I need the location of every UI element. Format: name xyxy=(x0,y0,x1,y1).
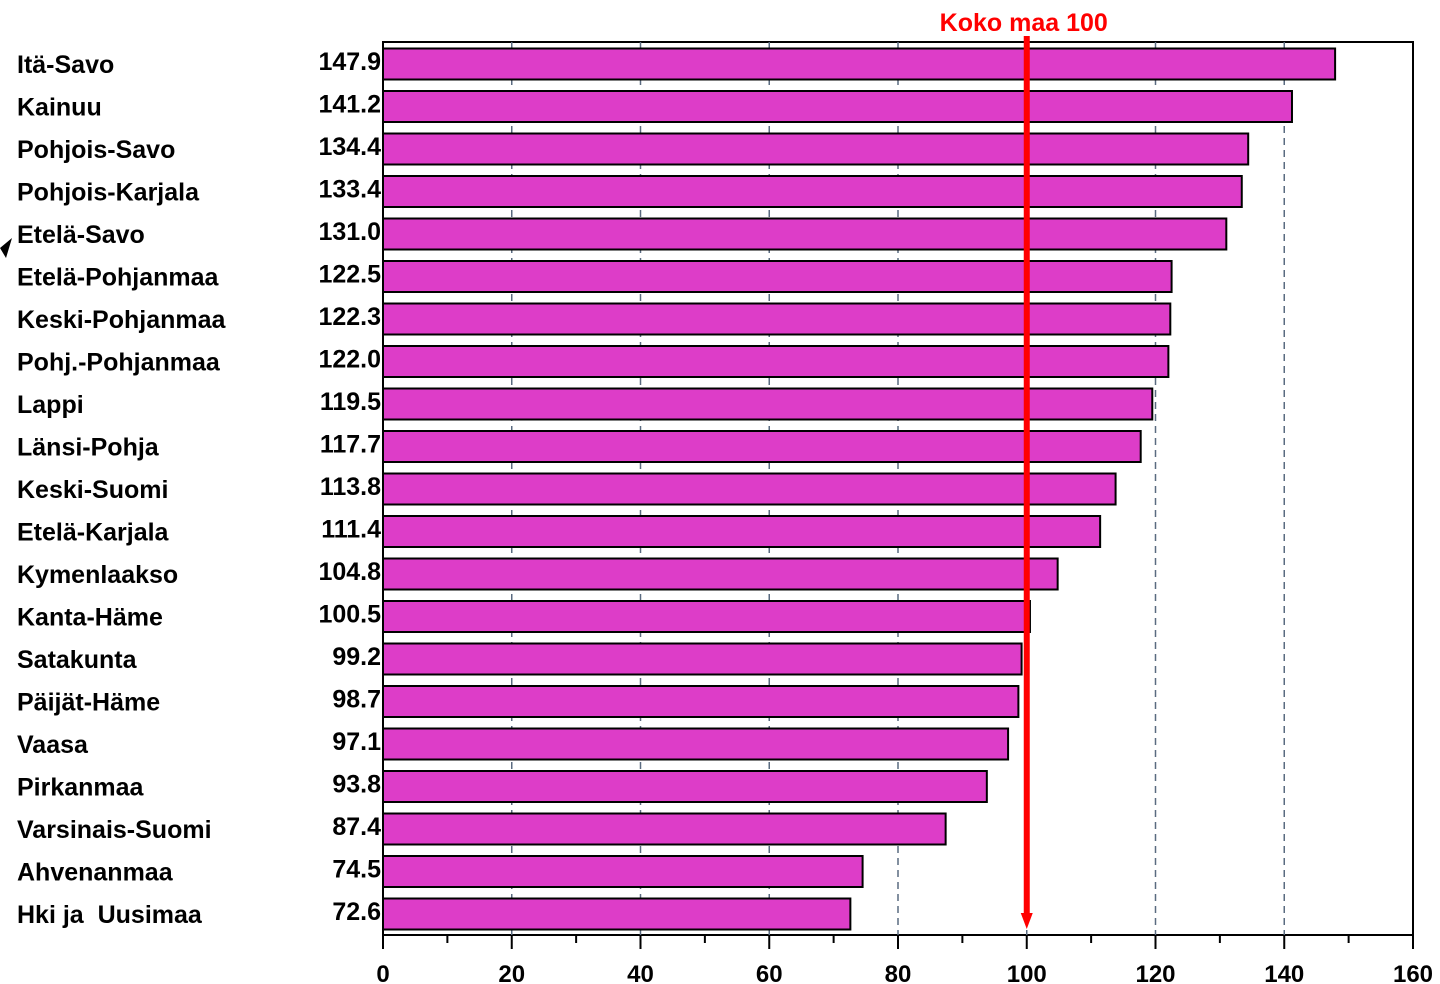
category-label: Vaasa xyxy=(17,731,89,759)
category-label: Etelä-Savo xyxy=(17,221,145,249)
value-label: 104.8 xyxy=(318,558,381,586)
bar xyxy=(382,132,1250,166)
value-label: 97.1 xyxy=(332,728,381,756)
value-label: 119.5 xyxy=(320,388,381,416)
bars xyxy=(382,47,1337,931)
value-label: 141.2 xyxy=(318,91,381,119)
category-labels: Itä-Savo Kainuu Pohjois-Savo Pohjois-Karjal… xyxy=(17,51,227,929)
bar xyxy=(382,430,1142,463)
bar xyxy=(382,855,864,888)
bar xyxy=(382,260,1173,293)
bar xyxy=(382,812,947,846)
value-label: 100.5 xyxy=(318,601,381,629)
bar xyxy=(382,175,1243,208)
category-label: Pohjois-Savo xyxy=(17,136,175,164)
value-label: 147.9 xyxy=(318,48,381,76)
bar xyxy=(382,770,988,803)
category-label: Pirkanmaa xyxy=(17,774,145,802)
bar xyxy=(382,47,1337,81)
category-label: Varsinais-Suomi xyxy=(17,816,212,844)
category-label: Kymenlaakso xyxy=(17,561,178,589)
pointer-arrow-icon xyxy=(0,238,12,258)
x-tick-label: 120 xyxy=(1135,961,1175,984)
bar xyxy=(382,345,1170,378)
value-label: 131.0 xyxy=(318,218,381,246)
bar xyxy=(382,387,1154,421)
value-label: 122.3 xyxy=(318,303,381,331)
x-tick-label: 60 xyxy=(756,961,783,984)
bar xyxy=(382,897,852,931)
category-label: Etelä-Karjala xyxy=(17,519,170,547)
reference-arrow-icon xyxy=(1020,913,1033,929)
reference-line-label: Koko maa 100 xyxy=(940,9,1108,37)
category-label: Kanta-Häme xyxy=(17,604,163,632)
value-label: 134.4 xyxy=(318,133,381,161)
x-tick-label: 80 xyxy=(885,961,912,984)
bar xyxy=(382,90,1293,123)
x-tick-label: 100 xyxy=(1007,961,1047,984)
x-tick-label: 20 xyxy=(498,961,525,984)
category-label: Päijät-Häme xyxy=(17,689,160,717)
bar xyxy=(382,727,1010,761)
category-label: Etelä-Pohjanmaa xyxy=(17,264,220,292)
category-label: Kainuu xyxy=(17,94,102,122)
bar xyxy=(382,472,1117,506)
x-tick-label: 140 xyxy=(1264,961,1304,984)
value-label: 93.8 xyxy=(332,771,381,799)
category-label: Pohj.-Pohjanmaa xyxy=(17,349,221,377)
category-label: Hki ja Uusimaa xyxy=(17,901,203,929)
category-label: Ahvenanmaa xyxy=(17,859,174,887)
category-label: Keski-Pohjanmaa xyxy=(17,306,227,334)
value-label: 117.7 xyxy=(320,431,381,459)
value-label: 87.4 xyxy=(332,813,381,841)
value-label: 98.7 xyxy=(332,686,381,714)
bar xyxy=(382,515,1102,548)
bar xyxy=(382,685,1020,718)
x-tick-label: 160 xyxy=(1393,961,1433,984)
value-label: 72.6 xyxy=(332,898,381,926)
reference-line: Koko maa 100 xyxy=(940,9,1108,929)
category-label: Keski-Suomi xyxy=(17,476,168,504)
value-labels: 147.9 141.2 134.4 133.4 131.0 122.5 122.3 122.0… xyxy=(318,48,381,926)
value-label: 122.5 xyxy=(318,261,381,289)
value-label: 74.5 xyxy=(332,856,381,884)
bar xyxy=(382,600,1031,633)
value-label: 111.4 xyxy=(321,516,381,544)
x-axis: 0 20 40 60 80 100 120 140 160 xyxy=(376,935,1433,984)
value-label: 113.8 xyxy=(320,473,381,501)
category-label: Itä-Savo xyxy=(17,51,114,79)
x-tick-label: 0 xyxy=(376,961,389,984)
category-label: Pohjois-Karjala xyxy=(17,179,200,207)
bar xyxy=(382,557,1059,591)
value-label: 133.4 xyxy=(318,176,381,204)
value-label: 99.2 xyxy=(332,643,381,671)
category-label: Satakunta xyxy=(17,646,138,674)
category-label: Lappi xyxy=(17,391,84,419)
value-label: 122.0 xyxy=(318,346,381,374)
category-label: Länsi-Pohja xyxy=(17,434,160,462)
bar xyxy=(382,217,1228,251)
bar xyxy=(382,642,1023,676)
x-tick-label: 40 xyxy=(627,961,654,984)
bar xyxy=(382,302,1172,336)
